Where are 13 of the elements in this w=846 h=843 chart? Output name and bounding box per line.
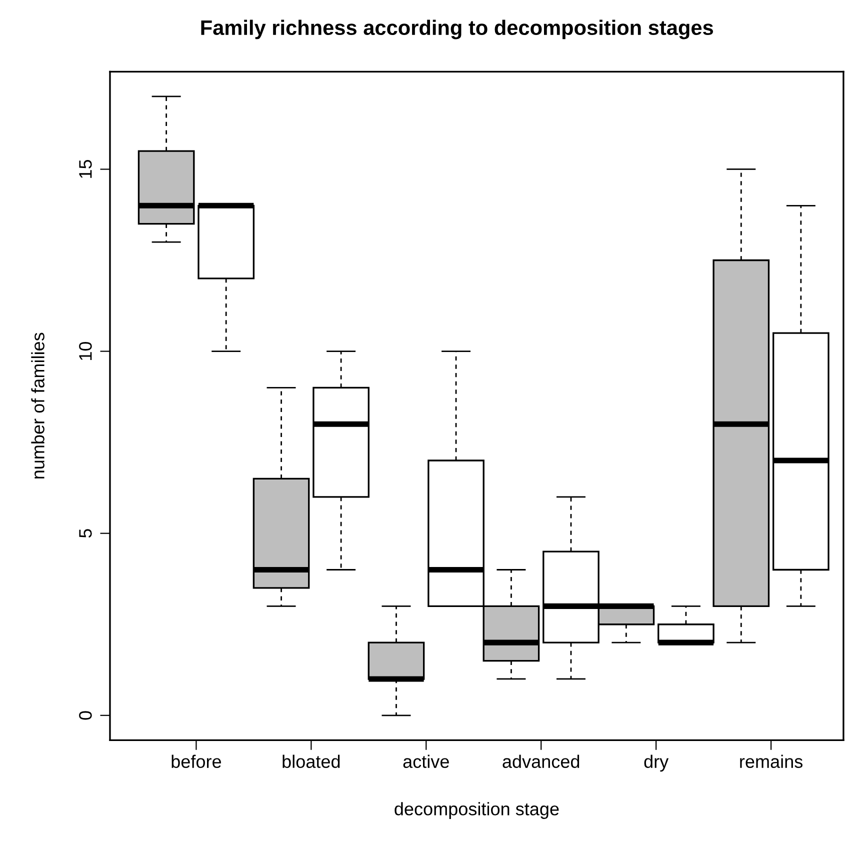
- y-tick-label: 10: [79, 342, 92, 360]
- x-tick-label: bloated: [282, 754, 340, 768]
- y-axis-title: number of families: [31, 332, 44, 478]
- chart-title: Family richness according to decomposition stages: [201, 20, 714, 40]
- x-tick-label: advanced: [502, 754, 580, 768]
- x-tick-label: dry: [644, 754, 669, 772]
- y-tick-label: 0: [79, 711, 92, 720]
- y-tick-label: 15: [79, 160, 92, 178]
- x-axis-title: decomposition stage: [394, 802, 559, 819]
- x-tick-label: remains: [740, 754, 802, 768]
- x-tick-label: before: [172, 754, 222, 768]
- y-tick-label: 5: [79, 529, 92, 538]
- x-tick-label: active: [403, 754, 449, 768]
